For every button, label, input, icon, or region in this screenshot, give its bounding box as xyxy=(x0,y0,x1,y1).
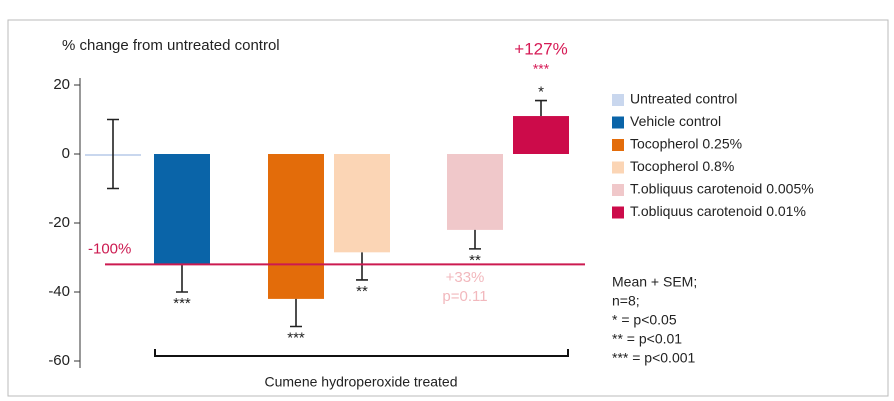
significance-label: ** xyxy=(469,252,481,269)
error-bar xyxy=(290,298,302,328)
bar xyxy=(513,116,569,154)
note: ** = p<0.01 xyxy=(612,331,682,347)
y-tick-label: -20 xyxy=(48,214,70,231)
y-tick-label: 20 xyxy=(53,76,70,93)
error-bar xyxy=(107,118,119,190)
annotation: +33% xyxy=(446,269,485,286)
legend-swatch xyxy=(612,184,624,196)
annotation: *** xyxy=(533,61,550,77)
y-tick-label: -60 xyxy=(48,352,70,369)
annotation: +127% xyxy=(514,39,567,58)
legend-label: Vehicle control xyxy=(630,113,721,129)
significance-label: *** xyxy=(173,295,191,312)
frame xyxy=(7,19,889,397)
error-bar xyxy=(176,264,188,293)
legend-label: T.obliquus carotenoid 0.01% xyxy=(630,203,806,219)
reference-label: -100% xyxy=(88,240,131,257)
legend-swatch xyxy=(612,94,624,106)
chart-title: % change from untreated control xyxy=(62,37,280,54)
legend-label: Tocopherol 0.8% xyxy=(630,158,734,174)
annotation: p=0.11 xyxy=(442,288,487,305)
legend-swatch xyxy=(612,139,624,151)
bar xyxy=(154,154,210,265)
legend-label: T.obliquus carotenoid 0.005% xyxy=(630,181,814,197)
note: * = p<0.05 xyxy=(612,312,677,328)
bar xyxy=(334,154,390,253)
error-bar xyxy=(535,99,547,117)
legend-label: Untreated control xyxy=(630,91,737,107)
error-bar xyxy=(469,229,481,250)
note: n=8; xyxy=(612,293,640,309)
significance-label: ** xyxy=(356,283,368,300)
significance-label: * xyxy=(538,83,544,100)
bar xyxy=(447,154,503,230)
error-bar xyxy=(356,252,368,281)
bracket xyxy=(154,349,569,357)
note: Mean + SEM; xyxy=(612,274,697,290)
y-tick-label: -40 xyxy=(48,283,70,300)
legend-swatch xyxy=(612,161,624,174)
legend-swatch xyxy=(612,206,624,219)
legend-label: Tocopherol 0.25% xyxy=(630,136,742,152)
significance-label: *** xyxy=(287,329,305,346)
legend-swatch xyxy=(612,116,624,129)
bar xyxy=(268,154,324,299)
bracket-label: Cumene hydroperoxide treated xyxy=(264,374,457,390)
y-tick-label: 0 xyxy=(62,145,70,162)
note: *** = p<0.001 xyxy=(612,350,696,366)
